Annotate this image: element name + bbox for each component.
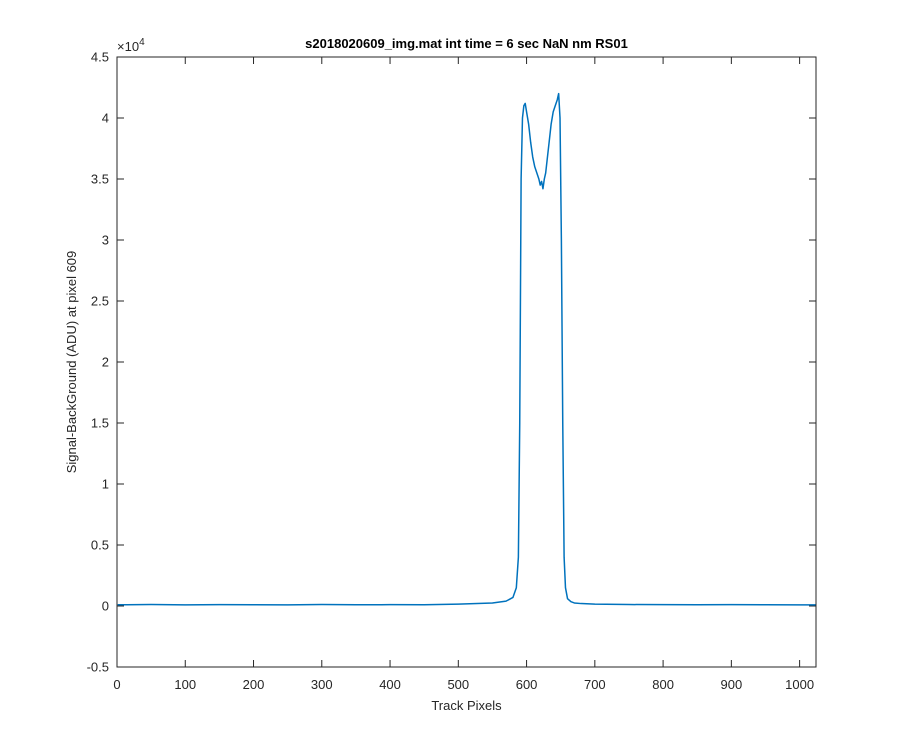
y-tick-label: 2 [102, 355, 109, 370]
axes-frame [116, 56, 817, 668]
y-axis-exponent-power: 4 [139, 37, 145, 48]
y-tick-label: 1.5 [91, 416, 109, 431]
y-tick-label: 1 [102, 477, 109, 492]
x-tick-label: 500 [447, 677, 469, 692]
x-tick-label: 600 [516, 677, 538, 692]
x-tick-label: 0 [113, 677, 120, 692]
x-tick-labels: 0 100 200 300 400 500 600 700 800 900 1000 [113, 677, 814, 692]
chart-title: s2018020609_img.mat int time = 6 sec NaN… [305, 36, 628, 51]
y-tick-label: 2.5 [91, 294, 109, 309]
y-tick-label: 4 [102, 111, 109, 126]
x-tick-label: 800 [652, 677, 674, 692]
y-tick-label: 4.5 [91, 50, 109, 65]
y-axis-exponent-base: ×10 [117, 39, 139, 54]
series-layer [117, 92, 817, 606]
x-tick-label: 700 [584, 677, 606, 692]
y-tick-label: 3 [102, 233, 109, 248]
x-tick-label: 100 [174, 677, 196, 692]
y-axis-label: Signal-BackGround (ADU) at pixel 609 [64, 251, 79, 474]
series-line [117, 92, 817, 606]
y-tick-label: 0.5 [91, 538, 109, 553]
x-tick-label: 200 [243, 677, 265, 692]
x-axis-label: Track Pixels [431, 698, 502, 713]
x-tick-label: 1000 [785, 677, 814, 692]
y-tick-label: 3.5 [91, 172, 109, 187]
axes-background [117, 57, 816, 667]
x-tick-label: 400 [379, 677, 401, 692]
x-tick-label: 900 [721, 677, 743, 692]
y-axis-exponent: ×104 [117, 37, 145, 54]
y-tick-labels: -0.5 0 0.5 1 1.5 2 2.5 3 3.5 4 4.5 [87, 50, 109, 675]
y-tick-label: 0 [102, 599, 109, 614]
x-tick-label: 300 [311, 677, 333, 692]
y-tick-label: -0.5 [87, 660, 109, 675]
